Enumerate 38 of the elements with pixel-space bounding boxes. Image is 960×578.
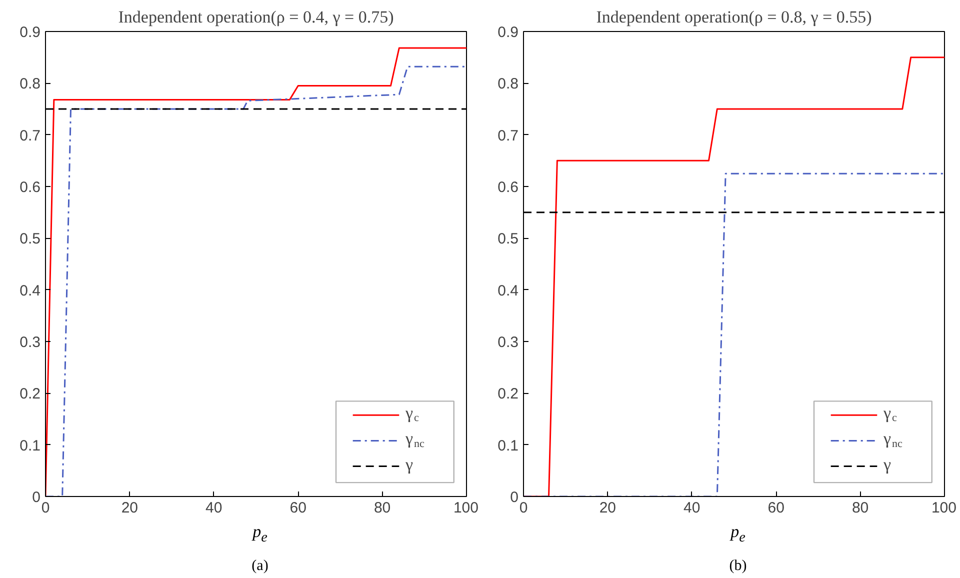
y-tick-label: 0.9 xyxy=(20,24,41,41)
x-tick-label: 20 xyxy=(599,500,616,516)
x-tick-label: 20 xyxy=(121,500,138,516)
y-tick-label: 0.4 xyxy=(498,282,519,300)
x-axis-title: p$_{e}$ xyxy=(252,522,268,546)
y-tick-label: 0.2 xyxy=(20,386,41,403)
y-tick-label: 0.3 xyxy=(20,334,41,351)
y-tick-label: 0.1 xyxy=(20,437,41,454)
y-tick-label: 0.7 xyxy=(498,127,519,144)
x-tick-label: 40 xyxy=(206,500,222,516)
y-tick-label: 0.2 xyxy=(498,386,519,403)
y-tick-label: 0.6 xyxy=(498,179,519,196)
y-tick-label: 0.7 xyxy=(20,127,41,144)
x-tick-label: 80 xyxy=(374,500,391,516)
y-tick-label: 0.8 xyxy=(20,76,41,93)
y-tick-label: 0.6 xyxy=(20,179,41,196)
x-axis-title: p$_{e}$ xyxy=(730,522,746,546)
y-tick-label: 0 xyxy=(510,489,518,506)
x-tick-label: 60 xyxy=(768,500,784,516)
y-tick-label: 0.9 xyxy=(498,24,519,41)
chart-title: Independent operation(ρ = 0.4, γ = 0.75) xyxy=(118,8,394,26)
x-tick-label: 80 xyxy=(852,500,869,516)
legend-label: γ xyxy=(882,454,892,474)
y-tick-label: 0.5 xyxy=(498,230,519,248)
chart-title: Independent operation(ρ = 0.8, γ = 0.55) xyxy=(596,8,872,26)
x-tick-label: 40 xyxy=(684,500,700,516)
y-tick-label: 0.3 xyxy=(498,334,519,351)
y-tick-label: 0.5 xyxy=(20,230,41,248)
x-tick-label: 100 xyxy=(931,500,957,516)
y-tick-label: 0.8 xyxy=(498,76,519,93)
y-tick-label: 0.4 xyxy=(20,282,41,300)
legend-label: γ xyxy=(404,454,414,474)
text: (a) xyxy=(252,557,268,576)
y-tick-label: 0.1 xyxy=(498,437,519,454)
x-tick-label: 100 xyxy=(453,500,479,516)
text: (b) xyxy=(729,557,747,576)
y-tick-label: 0 xyxy=(32,489,40,506)
x-tick-label: 60 xyxy=(290,500,306,516)
